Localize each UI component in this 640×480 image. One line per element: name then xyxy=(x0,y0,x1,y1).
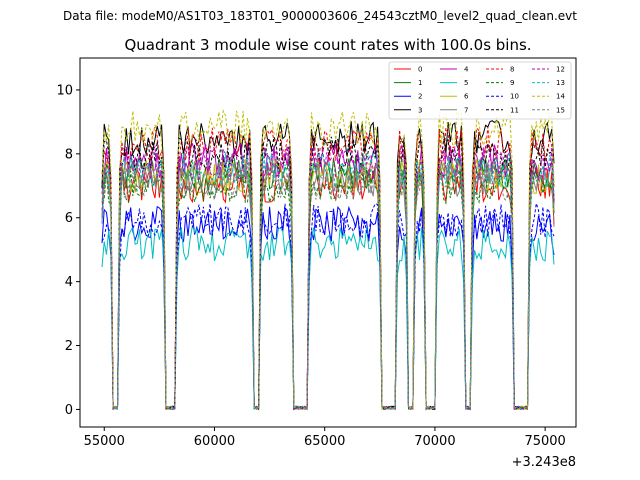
legend-label-14: 14 xyxy=(556,93,565,101)
y-tick-label: 6 xyxy=(65,211,73,226)
series-layer xyxy=(101,109,555,411)
x-tick-label: 70000 xyxy=(414,434,455,449)
legend-label-11: 11 xyxy=(510,106,519,114)
legend-label-9: 9 xyxy=(510,79,514,87)
suptitle: Data file: modeM0/AS1T03_183T01_90000036… xyxy=(63,9,577,23)
x-tick-label: 65000 xyxy=(304,434,345,449)
legend-label-10: 10 xyxy=(510,93,519,101)
y-tick-label: 0 xyxy=(65,403,73,418)
legend-label-7: 7 xyxy=(464,106,468,114)
plot-frame xyxy=(79,57,577,428)
y-tick-label: 2 xyxy=(65,339,73,354)
legend-box xyxy=(388,61,572,120)
series-line-13 xyxy=(101,152,555,411)
legend-label-6: 6 xyxy=(464,93,469,101)
series-line-9 xyxy=(101,167,555,411)
x-offset-text: +3.243e8 xyxy=(512,455,576,470)
y-tick-label: 10 xyxy=(56,83,73,98)
series-line-2 xyxy=(101,205,555,410)
x-tick-label: 60000 xyxy=(194,434,235,449)
legend-label-2: 2 xyxy=(418,93,422,101)
y-tick-label: 8 xyxy=(65,147,73,162)
legend-label-8: 8 xyxy=(510,66,514,74)
y-tick-label: 4 xyxy=(65,275,73,290)
legend-label-0: 0 xyxy=(418,66,422,74)
y-axis: 0 2 4 6 8 10 xyxy=(56,83,80,418)
legend-label-3: 3 xyxy=(418,106,422,114)
legend-label-1: 1 xyxy=(418,79,422,87)
x-axis: 55000 60000 65000 70000 75000 xyxy=(84,427,566,449)
series-line-10 xyxy=(101,202,555,410)
legend-label-13: 13 xyxy=(556,79,565,87)
legend-label-5: 5 xyxy=(464,79,468,87)
x-tick-label: 55000 xyxy=(84,434,125,449)
legend-label-4: 4 xyxy=(464,66,469,74)
x-tick-label: 75000 xyxy=(524,434,565,449)
legend-label-12: 12 xyxy=(556,66,565,74)
series-line-14 xyxy=(101,109,555,411)
series-line-5 xyxy=(101,225,555,411)
legend-label-15: 15 xyxy=(556,106,565,114)
chart-title: Quadrant 3 module wise count rates with … xyxy=(124,36,531,54)
series-line-15 xyxy=(101,165,555,411)
